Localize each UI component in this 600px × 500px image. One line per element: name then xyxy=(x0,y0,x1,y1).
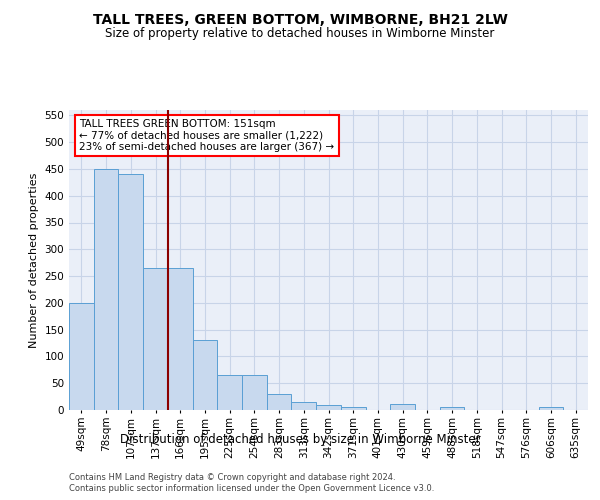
Bar xyxy=(118,174,143,410)
Text: Contains HM Land Registry data © Crown copyright and database right 2024.: Contains HM Land Registry data © Crown c… xyxy=(69,472,395,482)
Bar xyxy=(217,375,242,410)
Text: TALL TREES, GREEN BOTTOM, WIMBORNE, BH21 2LW: TALL TREES, GREEN BOTTOM, WIMBORNE, BH21… xyxy=(92,12,508,26)
Text: TALL TREES GREEN BOTTOM: 151sqm
← 77% of detached houses are smaller (1,222)
23%: TALL TREES GREEN BOTTOM: 151sqm ← 77% of… xyxy=(79,119,335,152)
Bar xyxy=(242,375,267,410)
Text: Distribution of detached houses by size in Wimborne Minster: Distribution of detached houses by size … xyxy=(119,432,481,446)
Bar xyxy=(193,340,217,410)
Bar xyxy=(143,268,168,410)
Text: Size of property relative to detached houses in Wimborne Minster: Size of property relative to detached ho… xyxy=(106,28,494,40)
Bar xyxy=(316,404,341,410)
Bar xyxy=(341,408,365,410)
Bar xyxy=(440,408,464,410)
Bar xyxy=(69,303,94,410)
Text: Contains public sector information licensed under the Open Government Licence v3: Contains public sector information licen… xyxy=(69,484,434,493)
Bar xyxy=(168,268,193,410)
Bar xyxy=(267,394,292,410)
Bar xyxy=(539,408,563,410)
Bar xyxy=(94,169,118,410)
Bar xyxy=(292,402,316,410)
Y-axis label: Number of detached properties: Number of detached properties xyxy=(29,172,39,348)
Bar xyxy=(390,404,415,410)
